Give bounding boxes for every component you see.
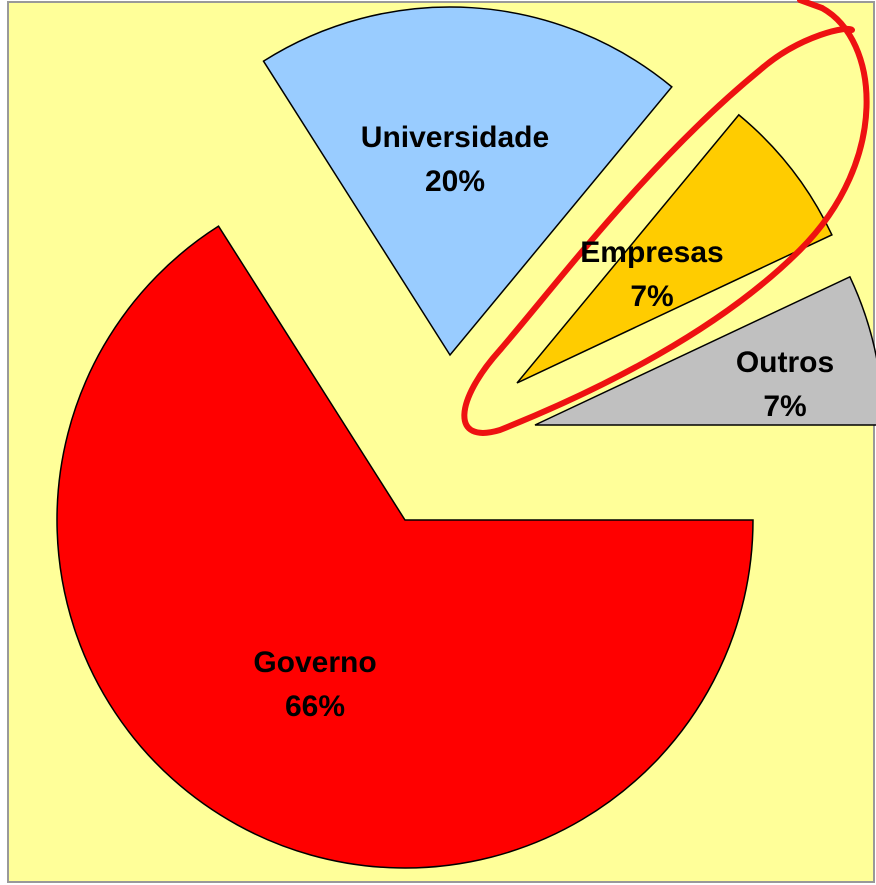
value-label: 7% (763, 390, 807, 423)
category-label: Outros (735, 346, 835, 379)
value-label: 20% (424, 165, 486, 198)
pie-slice (516, 113, 833, 384)
slice-label: Empresas 7% (552, 231, 752, 319)
pie-slice (262, 6, 673, 357)
pie-slice (534, 275, 876, 426)
category-label: Empresas (580, 236, 724, 269)
slices (56, 6, 876, 869)
slice-label: Outros 7% (705, 341, 865, 429)
annotation-stroke (797, 0, 825, 11)
annotation-circle (461, 5, 870, 436)
category-label: Governo (253, 646, 377, 679)
pie-slice (56, 225, 754, 869)
value-label: 66% (284, 690, 346, 723)
value-label: 7% (630, 280, 674, 313)
slice-label: Governo 66% (215, 641, 415, 729)
slice-label: Universidade 20% (355, 116, 555, 204)
category-label: Universidade (360, 121, 550, 154)
